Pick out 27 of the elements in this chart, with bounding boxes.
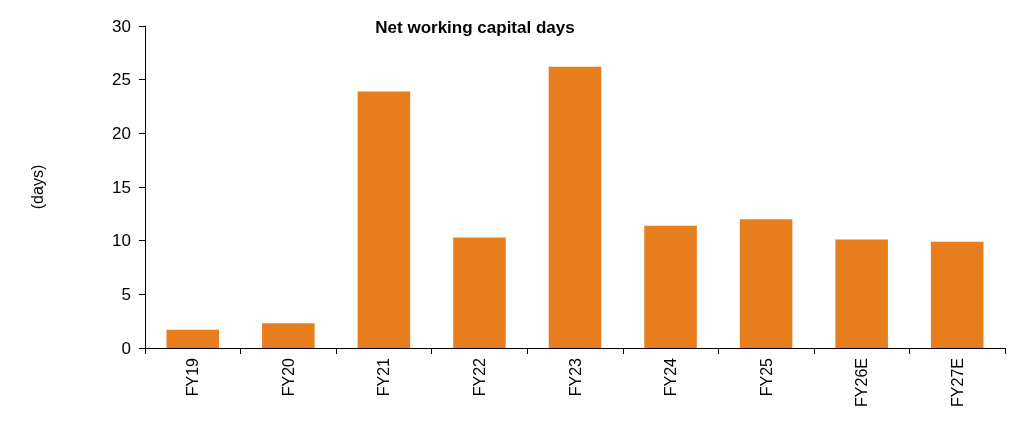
bar [739,219,793,348]
y-tick-label: 30 [112,16,131,36]
y-tick-label: 25 [112,70,131,90]
x-tick-label: FY24 [662,357,680,397]
x-tick-label: FY26E [853,358,871,407]
x-tick-label: FY21 [375,357,393,397]
bar [262,323,315,348]
bar [357,91,411,348]
bar [644,225,697,348]
x-tick-label: FY27E [948,358,966,407]
bar [548,66,602,348]
x-tick-label: FY20 [279,357,297,397]
bar [453,237,506,348]
x-tick-label: FY22 [470,357,488,397]
bar [835,239,888,348]
y-tick-label: 0 [121,338,131,358]
x-tick-label: FY19 [184,357,202,397]
y-tick-label: 5 [121,284,131,304]
chart-title: Net working capital days [375,18,575,37]
bar [166,329,220,348]
y-axis-title: (days) [28,164,46,210]
x-tick-label: FY25 [757,357,775,397]
y-tick-label: 15 [112,177,131,197]
bar [930,241,984,348]
y-tick-label: 20 [112,123,131,143]
x-tick-label: FY23 [566,357,584,397]
y-tick-label: 10 [112,231,131,251]
